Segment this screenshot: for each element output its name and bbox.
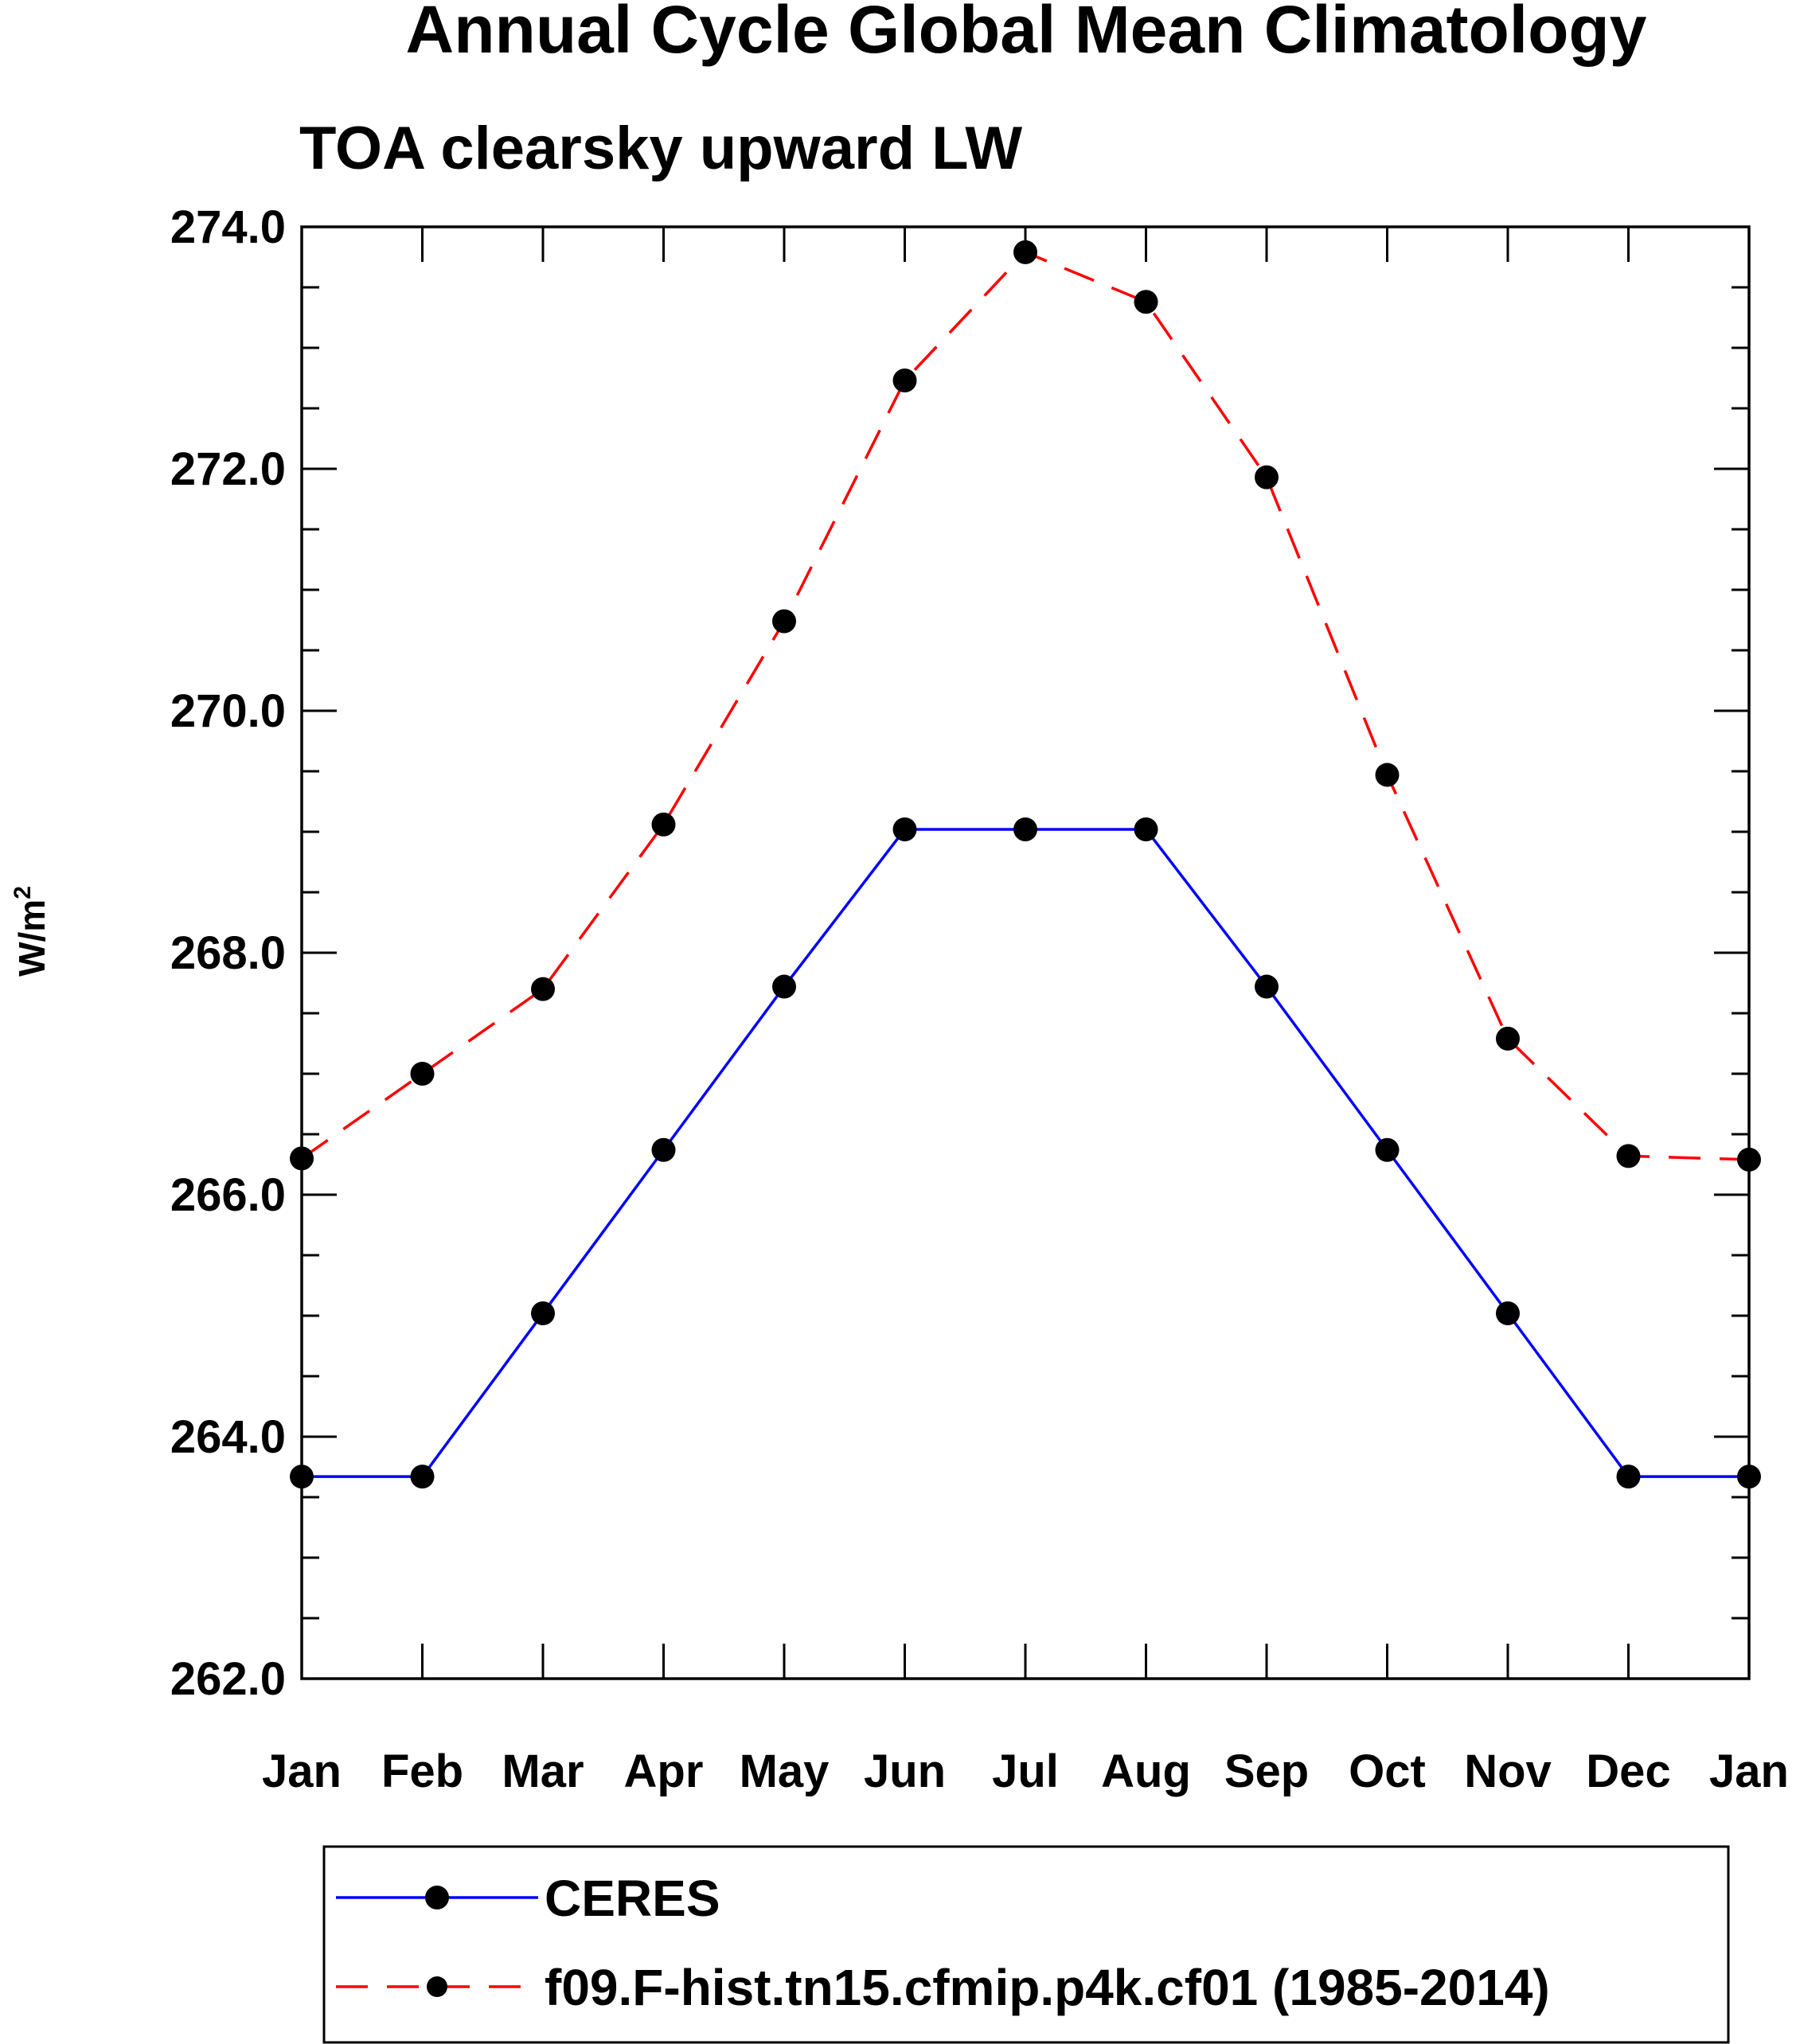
svg-text:W/m2: W/m2 <box>10 886 53 977</box>
y-axis-label-sup: 2 <box>10 886 36 899</box>
plot-frame <box>300 225 1751 1680</box>
y-tick-label: 268.0 <box>170 927 286 979</box>
legend: CERES f09.F-hist.tn15.cfmip.p4k.cf01 (198… <box>322 1845 1730 2044</box>
x-tick-label: Mar <box>502 1746 584 1797</box>
x-tick-label: Jan <box>1709 1746 1789 1797</box>
legend-item: CERES <box>336 1870 720 1927</box>
data-point <box>531 1301 555 1325</box>
data-point <box>1255 465 1279 490</box>
y-tick-label: 274.0 <box>170 201 286 253</box>
legend-marker <box>425 1886 449 1909</box>
data-point <box>651 1137 676 1162</box>
data-point <box>1496 1301 1520 1325</box>
data-series <box>290 240 1761 1489</box>
x-tick-label: Sep <box>1224 1746 1309 1797</box>
y-tick-label: 266.0 <box>170 1169 286 1221</box>
data-point <box>651 812 676 837</box>
chart-title: Annual Cycle Global Mean Climatology <box>406 0 1647 67</box>
legend-box <box>322 1845 1730 2044</box>
data-point <box>892 369 917 393</box>
series-model <box>290 240 1761 1172</box>
x-tick-label: Aug <box>1101 1746 1191 1797</box>
legend-label: CERES <box>545 1870 720 1927</box>
data-point <box>1375 1137 1400 1162</box>
data-point <box>410 1062 435 1086</box>
data-point <box>772 974 796 999</box>
chart-subtitle: TOA clearsky upward LW <box>299 115 1022 182</box>
data-point <box>772 609 796 634</box>
legend-item: f09.F-hist.tn15.cfmip.p4k.cf01 (1985-201… <box>336 1959 1550 2016</box>
legend-marker <box>427 1976 447 1997</box>
data-point <box>1616 1465 1641 1489</box>
data-point <box>1255 974 1279 999</box>
data-point <box>1134 290 1158 314</box>
data-point <box>1375 763 1400 787</box>
y-tick-label: 272.0 <box>170 443 286 495</box>
axis-tick-labels: 262.0 264.0 266.0 268.0 270.0 272.0 274.0 Jan Fe… <box>170 201 1789 1797</box>
x-tick-label: Jan <box>262 1746 342 1797</box>
x-tick-label: Nov <box>1464 1746 1552 1797</box>
data-point <box>531 977 555 1001</box>
data-point <box>410 1465 435 1489</box>
data-point <box>1013 240 1037 264</box>
x-tick-label: Dec <box>1586 1746 1670 1797</box>
series-ceres <box>290 817 1761 1489</box>
x-tick-label: Jun <box>864 1746 946 1797</box>
y-tick-label: 270.0 <box>170 685 286 737</box>
x-tick-label: May <box>740 1746 830 1797</box>
y-tick-label: 264.0 <box>170 1411 286 1463</box>
y-tick-label: 262.0 <box>170 1653 286 1705</box>
x-tick-label: Apr <box>624 1746 704 1797</box>
data-point <box>1134 817 1158 841</box>
x-tick-label: Feb <box>381 1746 463 1797</box>
x-tick-label: Jul <box>992 1746 1059 1797</box>
legend-items: CERES f09.F-hist.tn15.cfmip.p4k.cf01 (198… <box>336 1870 1550 2016</box>
legend-label: f09.F-hist.tn15.cfmip.p4k.cf01 (1985-201… <box>545 1959 1550 2016</box>
data-point <box>892 817 917 841</box>
y-axis-label-main: W/m <box>11 899 53 977</box>
x-tick-label: Oct <box>1349 1746 1426 1797</box>
y-axis-label: W/m2 <box>10 886 53 977</box>
data-point <box>1496 1026 1520 1051</box>
data-point <box>1013 817 1037 841</box>
data-point <box>1616 1144 1641 1168</box>
